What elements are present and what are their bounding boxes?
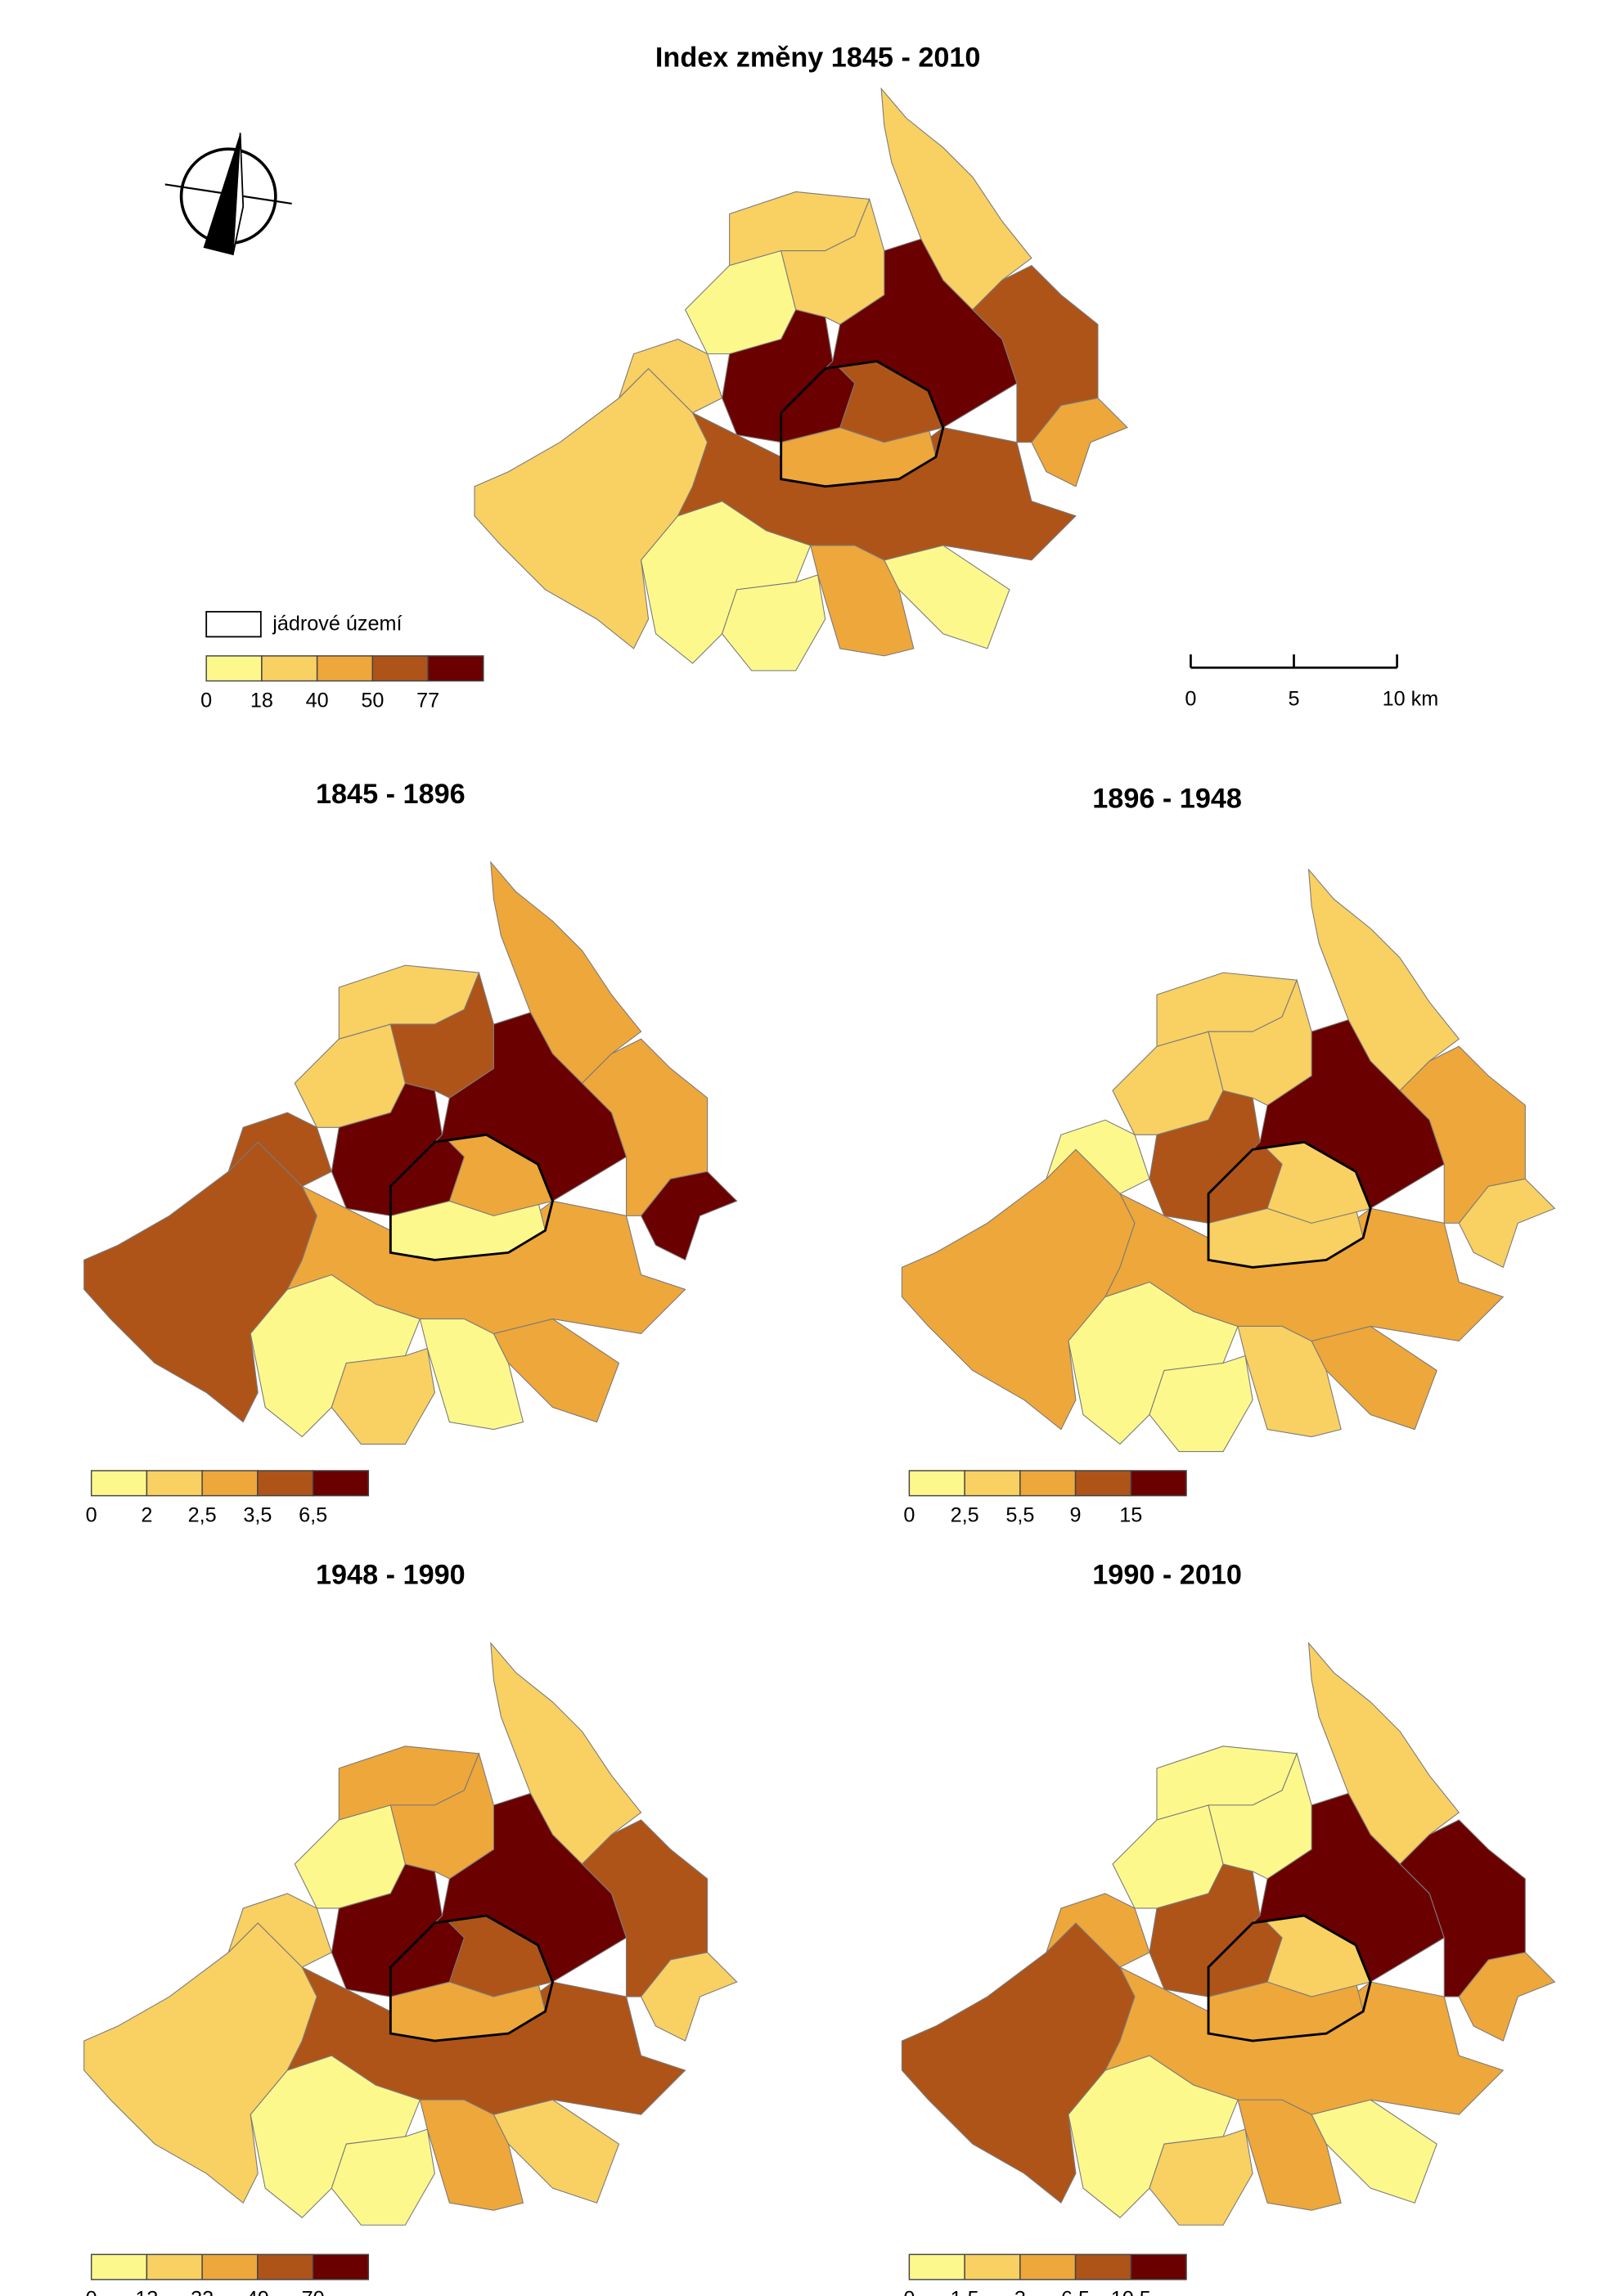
legend-swatch <box>1019 1470 1077 1497</box>
region <box>1046 1893 1150 1968</box>
legend-label: 0 <box>903 1503 915 1526</box>
legend-label: 6,5 <box>299 1503 327 1526</box>
region <box>227 1893 332 1968</box>
legend-label: 10,5 <box>1111 2288 1151 2296</box>
map <box>474 87 1128 672</box>
legend-swatch <box>146 1470 203 1497</box>
legend-label: 9 <box>1070 1503 1082 1526</box>
map <box>901 1642 1556 2226</box>
core-territory <box>1207 1140 1372 1269</box>
legend-label: 5,5 <box>1005 1503 1034 1526</box>
region <box>1149 1355 1253 1453</box>
legend-swatch <box>908 1470 965 1497</box>
north-arrow <box>164 133 292 256</box>
legend-label: 1,5 <box>951 2288 979 2296</box>
region <box>331 1347 435 1445</box>
region <box>1458 1952 1556 2042</box>
core-legend-swatch <box>205 610 262 638</box>
map <box>83 1642 738 2226</box>
legend-swatch <box>90 1470 148 1497</box>
region <box>1149 2128 1253 2226</box>
region <box>294 1804 406 1909</box>
legend-swatch <box>146 2253 203 2280</box>
legend-swatch <box>1130 2253 1187 2280</box>
map-title: 1845 - 1896 <box>316 779 466 810</box>
region <box>294 1023 406 1128</box>
region <box>1112 1804 1224 1909</box>
legend-label: 0 <box>200 689 212 712</box>
core-territory <box>389 1133 554 1261</box>
legend-swatch <box>964 1470 1021 1497</box>
region <box>331 2128 435 2226</box>
legend-swatch <box>205 655 263 682</box>
legend-label: 0 <box>86 2288 97 2296</box>
legend-swatch <box>201 1470 259 1497</box>
legend-swatch <box>90 2253 148 2280</box>
legend-label: 2,5 <box>188 1503 217 1526</box>
region <box>389 971 494 1099</box>
map-title: 1896 - 1948 <box>1092 783 1242 814</box>
map <box>83 860 738 1445</box>
region <box>619 339 723 414</box>
legend-swatch <box>908 2253 965 2280</box>
region <box>1458 1178 1556 1269</box>
region <box>780 197 885 326</box>
scale-bar <box>1190 654 1398 669</box>
legend-swatch <box>371 655 429 682</box>
scale-label: 0 <box>1185 688 1196 711</box>
legend-label: 50 <box>361 689 384 712</box>
region <box>1112 1031 1224 1135</box>
legend-swatch <box>312 2253 370 2280</box>
legend-label: 2,5 <box>951 1503 979 1526</box>
legend-label: 18 <box>250 689 273 712</box>
legend-label: 40 <box>306 689 329 712</box>
scale-label: 10 km <box>1383 688 1439 711</box>
core-territory <box>1207 1914 1372 2042</box>
region <box>389 1752 494 1880</box>
region <box>1046 1119 1150 1194</box>
map-title: Index změny 1845 - 2010 <box>655 42 981 73</box>
legend-label: 49 <box>246 2288 269 2296</box>
core-territory <box>780 360 945 488</box>
legend-label: 70 <box>302 2288 325 2296</box>
region <box>1208 978 1312 1106</box>
scale-label: 5 <box>1288 688 1299 711</box>
legend-label: 0 <box>903 2288 915 2296</box>
legend-label: 77 <box>416 689 439 712</box>
region <box>722 574 826 672</box>
region <box>640 1170 738 1261</box>
legend-swatch <box>316 655 374 682</box>
legend-label: 13 <box>135 2288 158 2296</box>
legend-label: 6,5 <box>1061 2288 1090 2296</box>
region <box>227 1112 332 1187</box>
map <box>901 868 1556 1453</box>
legend-label: 3 <box>1014 2288 1026 2296</box>
legend-swatch <box>201 2253 259 2280</box>
legend-swatch <box>261 655 318 682</box>
legend-swatch <box>1074 1470 1132 1497</box>
legend-label: 32 <box>191 2288 214 2296</box>
region <box>1031 398 1128 488</box>
core-legend-label: jádrové území <box>272 613 402 636</box>
legend-swatch <box>1130 1470 1187 1497</box>
map-title: 1990 - 2010 <box>1092 1560 1242 1591</box>
legend-swatch <box>427 655 484 682</box>
legend-label: 0 <box>86 1503 97 1526</box>
legend-swatch <box>1074 2253 1132 2280</box>
legend-swatch <box>964 2253 1021 2280</box>
legend-label: 15 <box>1119 1503 1142 1526</box>
legend-swatch <box>257 1470 314 1497</box>
legend-swatch <box>257 2253 314 2280</box>
legend-swatch <box>312 1470 370 1497</box>
region <box>684 249 797 355</box>
map-title: 1948 - 1990 <box>316 1560 466 1591</box>
legend-label: 2 <box>141 1503 152 1526</box>
region <box>1208 1752 1312 1880</box>
legend-swatch <box>1019 2253 1077 2280</box>
region <box>640 1952 738 2042</box>
core-territory <box>389 1914 554 2042</box>
legend-label: 3,5 <box>243 1503 272 1526</box>
